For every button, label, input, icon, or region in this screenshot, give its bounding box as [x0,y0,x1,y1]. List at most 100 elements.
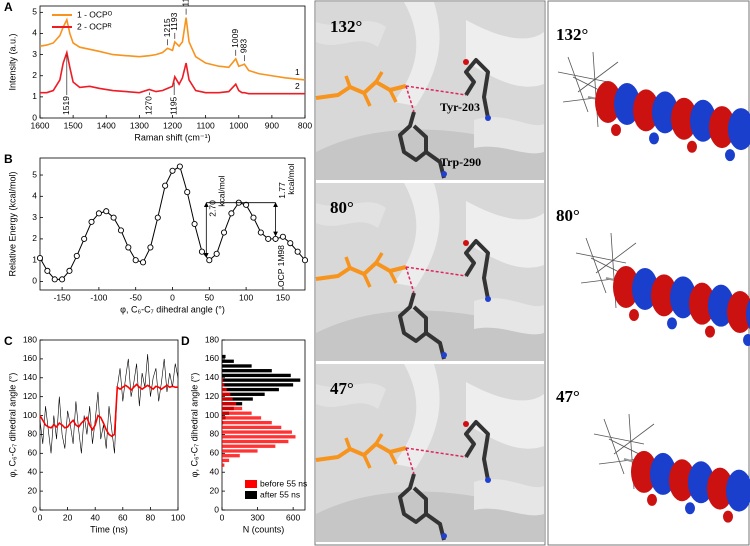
y-tick-label: 140 [23,372,37,382]
angle-label: 47° [330,379,354,398]
annotation: kcal/mol [286,163,296,194]
data-point [44,267,51,274]
orbital-lobe [629,308,639,321]
histogram-bar [222,397,253,401]
residue [398,473,428,524]
residue [464,420,490,481]
molecule-sticks [575,232,642,309]
oxygen-atom [463,421,469,427]
histogram-bar [222,387,279,392]
y-tick-label: 1 [32,91,37,101]
structure-frame [315,2,544,180]
annotation: 1.77 [277,182,287,199]
x-tick-label: 0 [220,512,225,522]
y-tick-label: 160 [205,353,219,363]
y-tick-label: 0 [32,112,37,122]
annotation: 2.70 [208,200,218,217]
orbital-lobe [595,81,621,123]
orbital-frame [593,413,750,523]
histogram-bar [222,430,292,434]
x-tick-label: 300 [250,512,264,522]
x-tick-label: 40 [90,512,100,522]
y-tick-label: 80 [210,429,220,439]
legend-label: before 55 ns [260,478,307,488]
histogram-bar [222,444,276,448]
y-tick-label: 180 [205,334,219,344]
histogram-bar [222,383,294,387]
orbital-lobe [689,282,715,325]
histogram-bar [222,392,265,396]
x-tick-label: 1300 [130,120,149,130]
protein-ribbon [316,383,386,409]
data-point [162,182,169,189]
plot-frame [39,157,306,291]
y-axis-label: Relative Energy (kcal/mol) [7,171,17,276]
molecule-sticks [557,51,624,128]
data-point [301,257,309,264]
y-tick-label: 140 [205,372,219,382]
data-point [140,259,147,266]
peak-label: 1270 [144,96,154,115]
x-tick-label: 150 [276,292,290,302]
x-axis-label: N (counts) [243,524,285,534]
chromophore [344,433,398,469]
peak-label: 983 [239,39,249,53]
protein-ribbon [316,202,386,228]
x-axis-label: Raman shift (cm⁻¹) [134,132,210,142]
series-line [39,17,306,81]
x-tick-label: 800 [298,120,312,130]
data-point [265,235,272,242]
y-tick-label: 3 [32,212,37,222]
x-tick-label: 900 [265,120,279,130]
y-tick-label: 60 [210,448,220,458]
y-tick-label: 3 [32,49,37,59]
y-tick-label: 80 [28,429,38,439]
orbital-lobe [709,106,735,149]
y-tick-label: 40 [210,466,220,476]
protein-ribbon [316,21,386,47]
data-point [228,210,235,217]
annotation: kcal/mol [217,175,227,206]
orbital-lobe [723,510,733,523]
hydrogen-bond [405,447,415,475]
legend-label: 1 - OCPᴼ [77,9,113,19]
legend-label: 2 - OCPᴿ [77,21,112,31]
histogram-bar [222,420,272,425]
series-line [40,49,305,95]
histogram-bar [222,402,237,406]
residue [398,111,428,162]
data-point [95,210,102,217]
y-tick-label: 20 [210,485,220,495]
data-point [287,240,294,247]
data-point [272,235,279,242]
histogram-bar [222,364,252,368]
peak-label: 1193 [169,12,179,31]
nitrogen-atom [441,533,447,539]
histogram-bar [222,458,230,463]
y-tick-label: 180 [23,334,37,344]
x-tick-label: -50 [130,292,143,302]
histogram-bar [222,454,240,458]
data-point [110,214,117,221]
residue [398,292,428,343]
data-point [59,276,66,283]
y-tick-label: 5 [32,169,37,179]
series-line [39,165,306,280]
panel-label: B [4,152,13,166]
data-point [125,244,132,251]
orbital-lobe [613,265,639,308]
orbital-lobe [726,469,750,512]
y-tick-label: 4 [32,28,37,38]
y-axis-label: φ, C₆-C₇ dihedral angle (°) [7,373,17,478]
data-point [198,248,205,255]
histogram-bar [222,416,262,420]
data-point [220,229,228,236]
x-tick-label: 0 [170,292,175,302]
protein-ribbon [474,117,544,154]
y-tick-label: 5 [32,7,37,17]
data-point [250,214,257,221]
nitrogen-atom [441,352,447,358]
x-tick-label: 1000 [229,120,248,130]
orbital-frame [557,51,750,162]
